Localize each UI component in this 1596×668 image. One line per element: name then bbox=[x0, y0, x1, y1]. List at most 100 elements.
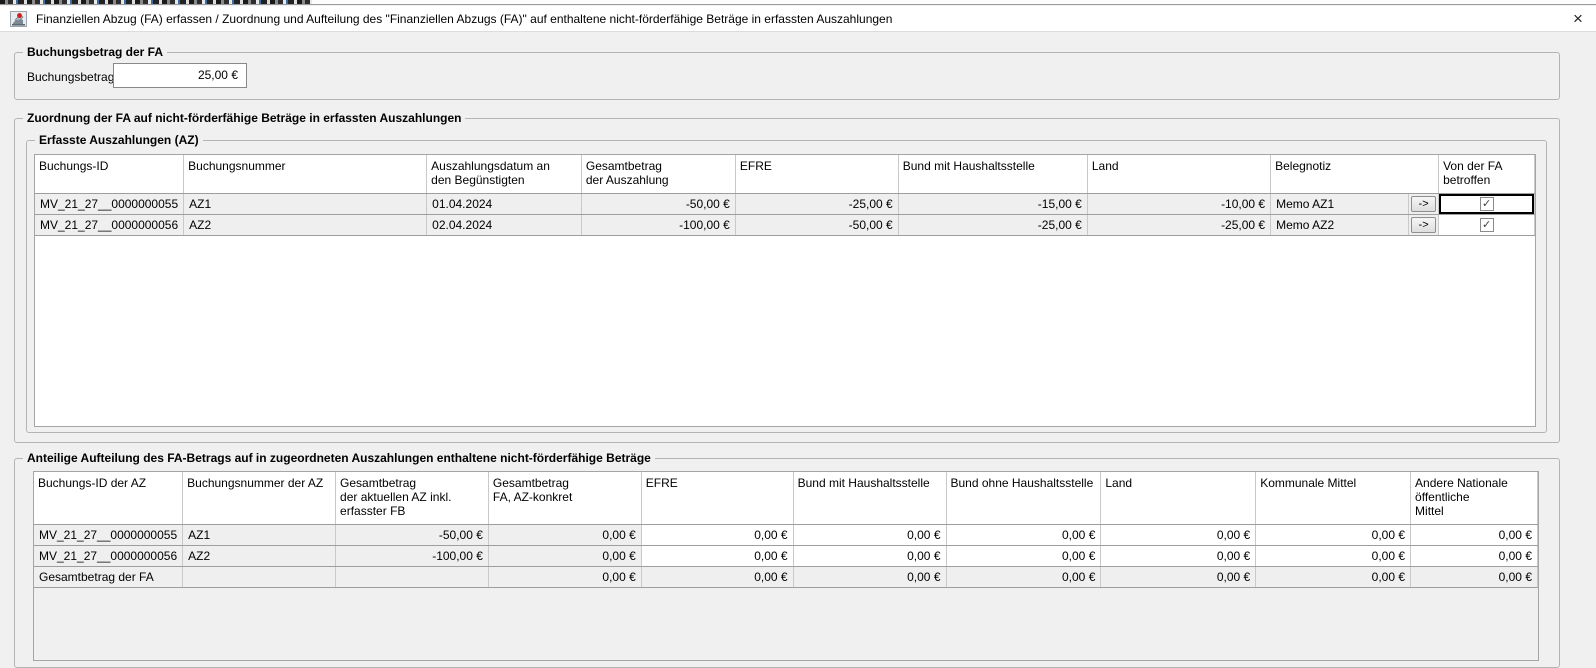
cell-buchungsnummer: AZ1 bbox=[183, 192, 428, 215]
cell-buchungsnummer-der-az bbox=[182, 565, 337, 588]
cell-total-label: Gesamtbetrag der FA bbox=[34, 565, 184, 588]
title-bar: Finanziellen Abzug (FA) erfassen / Zuord… bbox=[0, 6, 1596, 32]
cell-efre[interactable]: 0,00 € bbox=[640, 523, 794, 546]
table-header-row: Buchungs-ID Buchungsnummer Auszahlungsda… bbox=[35, 155, 1535, 194]
close-button[interactable]: × bbox=[1573, 9, 1583, 28]
erfasste-auszahlungen-legend: Erfasste Auszahlungen (AZ) bbox=[35, 133, 203, 147]
erfasste-auszahlungen-table: Buchungs-ID Buchungsnummer Auszahlungsda… bbox=[35, 155, 1535, 236]
column-header-land[interactable]: Land bbox=[1100, 472, 1257, 525]
cell-belegnotiz: Memo AZ1 bbox=[1270, 192, 1410, 215]
cell-kommunale-mittel[interactable]: 0,00 € bbox=[1255, 544, 1412, 567]
aufteilung-table: Buchungs-ID der AZ Buchungsnummer der AZ… bbox=[34, 472, 1538, 588]
cell-buchungs-id-der-az: MV_21_27__0000000056 bbox=[34, 544, 184, 567]
window-title: Finanziellen Abzug (FA) erfassen / Zuord… bbox=[36, 11, 893, 26]
cell-andere-nationale-mittel[interactable]: 0,00 € bbox=[1410, 523, 1538, 546]
aufteilung-scrollpane: Buchungs-ID der AZ Buchungsnummer der AZ… bbox=[33, 471, 1539, 661]
column-header-bund-ohne-haushaltsstelle[interactable]: Bund ohne Haushaltsstelle bbox=[945, 472, 1102, 525]
cell-gesamtbetrag-fa: 0,00 € bbox=[487, 544, 642, 567]
cell-gesamtbetrag-fa: 0,00 € bbox=[487, 565, 642, 588]
background-window-sliver bbox=[0, 0, 1596, 5]
background-window-title-fragment bbox=[0, 0, 312, 4]
erfasste-auszahlungen-group: Erfasste Auszahlungen (AZ) Buchungs-ID B… bbox=[26, 133, 1547, 433]
cell-gesamtbetrag-az bbox=[335, 565, 489, 588]
cell-gesamtbetrag-fa: 0,00 € bbox=[487, 523, 642, 546]
column-header-von-der-fa-betroffen[interactable]: Von der FA betroffen bbox=[1438, 155, 1535, 194]
cell-belegnotiz-button: -> bbox=[1408, 213, 1440, 236]
column-header-andere-nationale-mittel[interactable]: Andere Nationale öffentliche Mittel bbox=[1410, 472, 1538, 525]
cell-gesamtbetrag: -100,00 € bbox=[580, 213, 736, 236]
buchungsbetrag-input[interactable]: 25,00 € bbox=[113, 63, 247, 88]
table-row: MV_21_27__0000000056 AZ2 -100,00 € 0,00 … bbox=[34, 544, 1538, 567]
aufteilung-group-legend: Anteilige Aufteilung des FA-Betrags auf … bbox=[23, 451, 655, 465]
cell-belegnotiz: Memo AZ2 bbox=[1270, 213, 1410, 236]
cell-gesamtbetrag-az: -50,00 € bbox=[335, 523, 489, 546]
column-header-buchungsnummer-der-az[interactable]: Buchungsnummer der AZ bbox=[182, 472, 337, 525]
cell-buchungsnummer: AZ2 bbox=[183, 213, 428, 236]
buchungsbetrag-group: Buchungsbetrag der FA Buchungsbetrag 25,… bbox=[14, 45, 1560, 100]
cell-gesamtbetrag-az: -100,00 € bbox=[335, 544, 489, 567]
cell-bund-ohne-haushaltsstelle: 0,00 € bbox=[945, 565, 1102, 588]
app-icon bbox=[10, 10, 27, 27]
cell-von-der-fa-betroffen: ✓ bbox=[1438, 213, 1535, 236]
von-der-fa-betroffen-checkbox[interactable]: ✓ bbox=[1479, 196, 1494, 211]
open-belegnotiz-button[interactable]: -> bbox=[1411, 195, 1437, 212]
cell-buchungsnummer-der-az: AZ1 bbox=[182, 523, 337, 546]
cell-buchungsnummer-der-az: AZ2 bbox=[182, 544, 337, 567]
column-header-gesamtbetrag-az[interactable]: Gesamtbetrag der aktuellen AZ inkl. erfa… bbox=[335, 472, 489, 525]
cell-bund-mit-haushaltsstelle[interactable]: 0,00 € bbox=[792, 523, 947, 546]
cell-andere-nationale-mittel: 0,00 € bbox=[1410, 565, 1538, 588]
cell-von-der-fa-betroffen: ✓ bbox=[1438, 192, 1535, 215]
cell-land[interactable]: 0,00 € bbox=[1100, 544, 1257, 567]
cell-land[interactable]: 0,00 € bbox=[1100, 523, 1257, 546]
table-header-row: Buchungs-ID der AZ Buchungsnummer der AZ… bbox=[34, 472, 1538, 525]
cell-land: -10,00 € bbox=[1086, 192, 1272, 215]
cell-bund-mit-haushaltsstelle: 0,00 € bbox=[792, 565, 947, 588]
cell-efre[interactable]: 0,00 € bbox=[640, 544, 794, 567]
column-header-buchungs-id[interactable]: Buchungs-ID bbox=[35, 155, 185, 194]
cell-auszahlungsdatum: 01.04.2024 bbox=[426, 192, 582, 215]
cell-bund-ohne-haushaltsstelle[interactable]: 0,00 € bbox=[945, 523, 1102, 546]
cell-bund-mit-haushaltsstelle[interactable]: 0,00 € bbox=[792, 544, 947, 567]
cell-land: -25,00 € bbox=[1086, 213, 1272, 236]
column-header-land[interactable]: Land bbox=[1086, 155, 1272, 194]
zuordnung-group-legend: Zuordnung der FA auf nicht-förderfähige … bbox=[23, 111, 466, 125]
von-der-fa-betroffen-checkbox[interactable]: ✓ bbox=[1479, 217, 1494, 232]
cell-bund-mit-haushaltsstelle: -15,00 € bbox=[897, 192, 1088, 215]
column-header-buchungsnummer[interactable]: Buchungsnummer bbox=[183, 155, 428, 194]
cell-belegnotiz-button: -> bbox=[1408, 192, 1440, 215]
column-header-gesamtbetrag[interactable]: Gesamtbetrag der Auszahlung bbox=[580, 155, 736, 194]
table-row: MV_21_27__0000000055 AZ1 -50,00 € 0,00 €… bbox=[34, 523, 1538, 546]
cell-land: 0,00 € bbox=[1100, 565, 1257, 588]
column-header-gesamtbetrag-fa[interactable]: Gesamtbetrag FA, AZ-konkret bbox=[487, 472, 642, 525]
buchungsbetrag-group-legend: Buchungsbetrag der FA bbox=[23, 45, 168, 59]
column-header-efre[interactable]: EFRE bbox=[640, 472, 794, 525]
cell-kommunale-mittel[interactable]: 0,00 € bbox=[1255, 523, 1412, 546]
column-header-belegnotiz[interactable]: Belegnotiz bbox=[1270, 155, 1440, 194]
cell-efre: -50,00 € bbox=[734, 213, 899, 236]
column-header-efre[interactable]: EFRE bbox=[734, 155, 899, 194]
column-header-kommunale-mittel[interactable]: Kommunale Mittel bbox=[1255, 472, 1412, 525]
column-header-auszahlungsdatum[interactable]: Auszahlungsdatum an den Begünstigten bbox=[426, 155, 582, 194]
cell-auszahlungsdatum: 02.04.2024 bbox=[426, 213, 582, 236]
column-header-bund-mit-haushaltsstelle[interactable]: Bund mit Haushaltsstelle bbox=[792, 472, 947, 525]
table-total-row: Gesamtbetrag der FA 0,00 € 0,00 € 0,00 €… bbox=[34, 565, 1538, 588]
cell-andere-nationale-mittel[interactable]: 0,00 € bbox=[1410, 544, 1538, 567]
cell-buchungs-id: MV_21_27__0000000056 bbox=[35, 213, 185, 236]
cell-bund-mit-haushaltsstelle: -25,00 € bbox=[897, 213, 1088, 236]
erfasste-auszahlungen-scrollpane: Buchungs-ID Buchungsnummer Auszahlungsda… bbox=[34, 154, 1536, 427]
cell-buchungs-id: MV_21_27__0000000055 bbox=[35, 192, 185, 215]
cell-bund-ohne-haushaltsstelle[interactable]: 0,00 € bbox=[945, 544, 1102, 567]
aufteilung-group: Anteilige Aufteilung des FA-Betrags auf … bbox=[14, 451, 1560, 668]
zuordnung-group: Zuordnung der FA auf nicht-förderfähige … bbox=[14, 111, 1560, 443]
column-header-bund-mit-haushaltsstelle[interactable]: Bund mit Haushaltsstelle bbox=[897, 155, 1088, 194]
column-header-buchungs-id-der-az[interactable]: Buchungs-ID der AZ bbox=[34, 472, 184, 525]
table-row: MV_21_27__0000000055 AZ1 01.04.2024 -50,… bbox=[35, 192, 1535, 215]
cell-efre: 0,00 € bbox=[640, 565, 794, 588]
cell-efre: -25,00 € bbox=[734, 192, 899, 215]
table-row: MV_21_27__0000000056 AZ2 02.04.2024 -100… bbox=[35, 213, 1535, 236]
cell-buchungs-id-der-az: MV_21_27__0000000055 bbox=[34, 523, 184, 546]
open-belegnotiz-button[interactable]: -> bbox=[1411, 216, 1437, 233]
buchungsbetrag-label: Buchungsbetrag bbox=[27, 70, 115, 84]
cell-gesamtbetrag: -50,00 € bbox=[580, 192, 736, 215]
cell-kommunale-mittel: 0,00 € bbox=[1255, 565, 1412, 588]
